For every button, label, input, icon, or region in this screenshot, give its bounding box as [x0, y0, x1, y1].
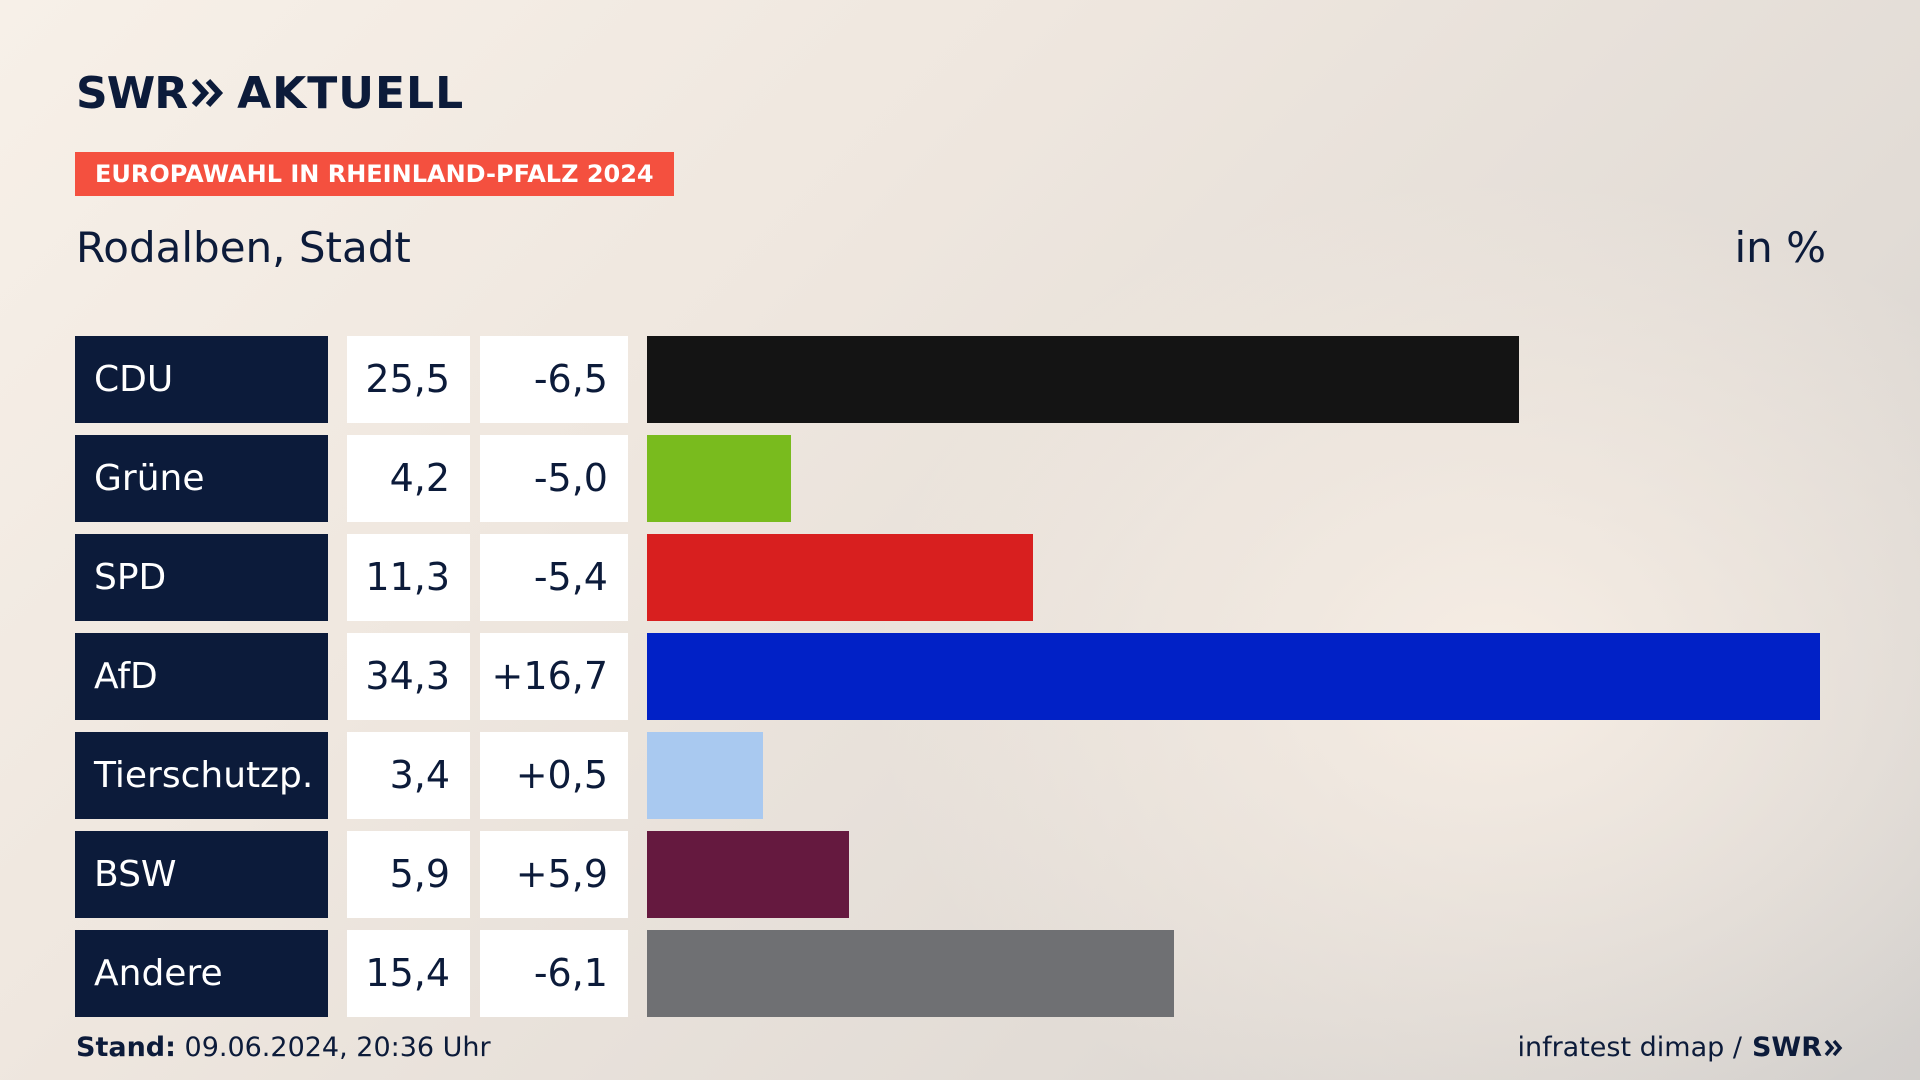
diff-label: -5,0: [480, 435, 628, 522]
result-bar: [647, 930, 1174, 1017]
diff-label: +16,7: [480, 633, 628, 720]
unit-label: in %: [1734, 223, 1826, 272]
election-badge: EUROPAWAHL IN RHEINLAND-PFALZ 2024: [75, 152, 674, 196]
diff-label: -5,4: [480, 534, 628, 621]
result-bar: [647, 831, 849, 918]
party-label: SPD: [75, 534, 328, 621]
result-bar: [647, 435, 791, 522]
value-label: 3,4: [347, 732, 470, 819]
swr-small-logo: SWR: [1752, 1030, 1844, 1066]
region-title: Rodalben, Stadt: [76, 223, 411, 272]
party-label: CDU: [75, 336, 328, 423]
logo-swr-text: SWR: [76, 67, 188, 119]
value-label: 15,4: [347, 930, 470, 1017]
result-row: Tierschutzp. 3,4 +0,5: [75, 732, 1845, 819]
value-label: 4,2: [347, 435, 470, 522]
diff-label: +5,9: [480, 831, 628, 918]
result-bar: [647, 633, 1820, 720]
double-chevron-icon: [191, 78, 224, 108]
result-row: AfD 34,3 +16,7: [75, 633, 1845, 720]
swr-small-logo-text: SWR: [1751, 1032, 1822, 1063]
result-row: BSW 5,9 +5,9: [75, 831, 1845, 918]
result-row: Andere 15,4 -6,1: [75, 930, 1845, 1017]
source-credit: infratest dimap / SWR: [1517, 1030, 1844, 1066]
result-bar: [647, 732, 763, 819]
result-bar: [647, 336, 1519, 423]
source-text: infratest dimap /: [1517, 1032, 1742, 1063]
value-label: 25,5: [347, 336, 470, 423]
diff-label: +0,5: [480, 732, 628, 819]
value-label: 11,3: [347, 534, 470, 621]
value-label: 34,3: [347, 633, 470, 720]
timestamp: Stand: 09.06.2024, 20:36 Uhr: [76, 1030, 491, 1066]
logo-aktuell-text: AKTUELL: [237, 67, 465, 119]
party-label: BSW: [75, 831, 328, 918]
value-label: 5,9: [347, 831, 470, 918]
party-label: Tierschutzp.: [75, 732, 328, 819]
result-row: SPD 11,3 -5,4: [75, 534, 1845, 621]
party-label: Andere: [75, 930, 328, 1017]
swr-aktuell-logo: SWR AKTUELL: [76, 67, 465, 119]
stand-value: 09.06.2024, 20:36 Uhr: [184, 1032, 491, 1063]
stand-label: Stand:: [76, 1032, 176, 1063]
result-bar: [647, 534, 1033, 621]
diff-label: -6,1: [480, 930, 628, 1017]
diff-label: -6,5: [480, 336, 628, 423]
result-row: CDU 25,5 -6,5: [75, 336, 1845, 423]
result-row: Grüne 4,2 -5,0: [75, 435, 1845, 522]
party-label: AfD: [75, 633, 328, 720]
party-label: Grüne: [75, 435, 328, 522]
double-chevron-small-icon: [1824, 1039, 1843, 1057]
